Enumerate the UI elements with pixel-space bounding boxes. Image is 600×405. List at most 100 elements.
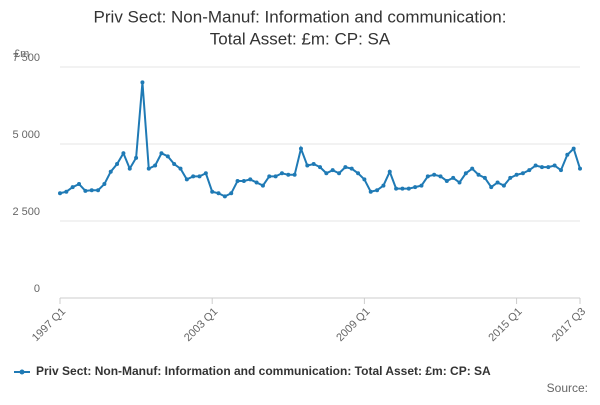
point-marker [578,166,582,171]
point-marker [254,180,259,185]
point-marker [356,171,361,176]
point-marker [368,189,373,194]
point-marker [451,175,456,180]
point-marker [241,178,246,183]
point-marker [108,169,113,174]
y-tick-label: 2 500 [12,206,40,218]
point-marker [58,191,62,196]
point-marker [165,154,170,159]
point-marker [203,171,208,176]
point-marker [375,188,380,193]
chart-title: Total Asset: £m: CP: SA [210,29,391,48]
point-marker [279,171,284,176]
point-marker [508,175,513,180]
point-marker [400,186,405,191]
point-marker [248,177,253,182]
point-marker [520,171,525,176]
series-line [59,82,581,198]
point-marker [184,177,189,182]
point-marker [406,186,411,191]
point-marker [89,188,94,193]
point-marker [64,189,69,194]
point-marker [121,151,126,156]
point-marker [330,168,335,173]
point-marker [102,182,107,187]
point-marker [349,166,354,171]
y-tick-label: 7 500 [12,52,40,64]
point-marker [70,185,75,190]
point-marker [305,163,310,168]
point-marker [362,177,367,182]
point-marker [178,166,183,171]
y-tick-label: 5 000 [12,129,40,141]
point-marker [318,165,322,170]
point-marker [527,168,532,173]
source: Source: [547,381,588,395]
point-marker [83,188,88,193]
point-marker [470,166,475,171]
point-marker [413,185,418,190]
point-marker [457,180,462,185]
point-marker [197,174,202,179]
point-marker [267,174,272,179]
point-marker [172,162,177,167]
point-marker [159,151,164,156]
point-marker [298,146,303,151]
chart-title: Priv Sect: Non-Manuf: Information and co… [94,7,507,26]
legend-label: Priv Sect: Non-Manuf: Information and co… [36,364,491,378]
point-marker [501,183,506,188]
x-tick-label: 2017 Q3 [550,306,588,344]
point-marker [153,163,158,168]
point-marker [495,180,500,185]
point-marker [489,185,494,190]
point-marker [463,171,468,176]
point-marker [438,174,443,179]
point-marker [514,172,519,177]
x-tick-label: 2015 Q1 [486,306,524,344]
y-tick-label: 0 [34,283,40,295]
point-marker [533,163,538,168]
point-marker [432,172,437,177]
point-marker [216,191,221,196]
point-marker [337,171,342,176]
point-marker [229,191,234,196]
point-marker [539,165,544,170]
point-marker [381,183,386,188]
point-marker [311,162,316,167]
point-marker [210,189,215,194]
point-marker [387,169,392,174]
point-marker [324,171,329,176]
point-marker [552,163,557,168]
point-marker [546,165,551,170]
point-marker [260,183,265,188]
point-marker [127,166,132,171]
point-marker [482,175,487,180]
x-tick-label: 2009 Q1 [334,306,372,344]
point-marker [444,178,449,183]
point-marker [571,146,576,151]
point-marker [134,155,139,160]
point-marker [273,174,278,179]
point-marker [419,183,424,188]
point-marker [115,162,120,167]
point-marker [140,80,145,85]
point-marker [343,165,348,170]
point-marker [292,172,297,177]
point-marker [235,178,240,183]
point-marker [286,172,291,177]
point-marker [191,174,196,179]
point-marker [96,188,101,193]
point-marker [558,168,563,173]
point-marker [222,194,227,199]
x-tick-label: 2003 Q1 [182,306,220,344]
point-marker [394,186,399,191]
legend-symbol [19,369,25,375]
point-marker [77,182,82,187]
point-marker [565,152,570,157]
point-marker [425,174,430,179]
point-marker [146,166,151,171]
y-unit: £m [14,48,29,60]
x-tick-label: 1997 Q1 [30,306,68,344]
point-marker [476,172,481,177]
